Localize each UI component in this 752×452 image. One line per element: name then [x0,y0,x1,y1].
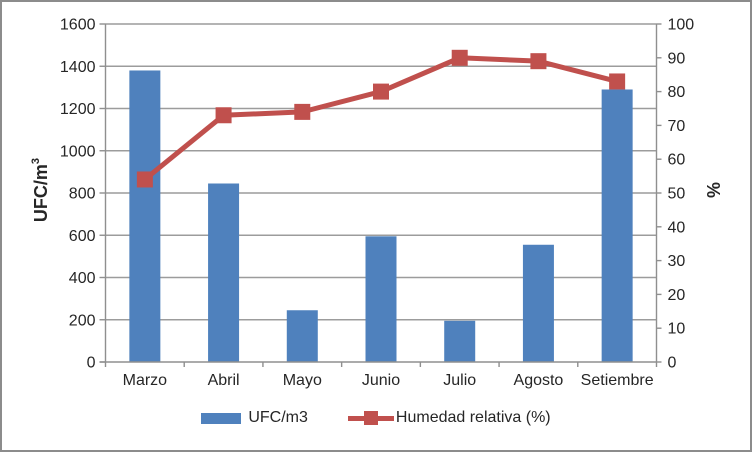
bar-abril [208,183,240,362]
bar-julio [444,320,476,362]
x-category-label: Agosto [514,372,564,389]
humidity-marker-marzo [136,171,153,188]
humidity-marker-mayo [294,103,311,120]
legend-label-ufc: UFC/m3 [248,409,308,426]
left-axis-tick-label: 200 [69,312,96,329]
left-axis-title: UFC/m3 [30,158,51,222]
right-axis-tick-label: 100 [668,17,695,34]
right-axis-tick-label: 40 [668,219,686,236]
right-axis-tick-label: 90 [668,50,686,67]
x-category-label: Abril [208,372,240,389]
x-category-label: Marzo [123,372,168,389]
bar-series-swatch [201,412,242,424]
left-axis-tick-label: 1600 [60,17,96,34]
right-axis-tick-label: 30 [668,253,686,270]
left-axis-tick-label: 1400 [60,59,96,76]
left-axis-tick-label: 600 [69,228,96,245]
legend-item-humedad: Humedad relativa (%) [347,409,551,427]
left-axis-tick-label: 800 [69,186,96,203]
humidity-marker-agosto [530,53,547,70]
left-axis-tick-label: 0 [87,355,96,372]
bar-setiembre [601,89,633,363]
humidity-marker-junio [373,83,389,100]
line-series-swatch [347,410,394,426]
right-axis-tick-label: 60 [668,152,686,169]
right-axis-tick-label: 80 [668,84,686,101]
right-axis-tick-label: 10 [668,321,686,338]
humidity-marker-abril [215,107,232,124]
right-axis-tick-label: 20 [668,287,686,304]
right-axis-tick-label: 0 [668,355,677,372]
chart-legend: UFC/m3 Humedad relativa (%) [0,404,752,432]
left-axis-tick-label: 400 [69,270,96,287]
right-axis-tick-label: 70 [668,118,686,135]
legend-label-humedad: Humedad relativa (%) [395,409,551,426]
bar-marzo [129,70,161,362]
bar-mayo [286,310,318,362]
left-axis-tick-label: 1200 [60,101,96,118]
right-axis-title: % [704,182,724,198]
left-axis-tick-label: 1000 [60,143,96,160]
humidity-marker-setiembre [609,73,626,90]
x-category-label: Setiembre [581,372,654,389]
x-category-label: Julio [443,372,476,389]
bar-agosto [522,244,554,362]
bar-junio [365,236,397,362]
legend-item-ufc: UFC/m3 [201,409,308,427]
line-swatch-marker [363,411,378,425]
x-category-label: Mayo [283,372,322,389]
x-category-label: Junio [362,372,400,389]
right-axis-tick-label: 50 [668,186,686,203]
humidity-marker-julio [451,49,468,66]
